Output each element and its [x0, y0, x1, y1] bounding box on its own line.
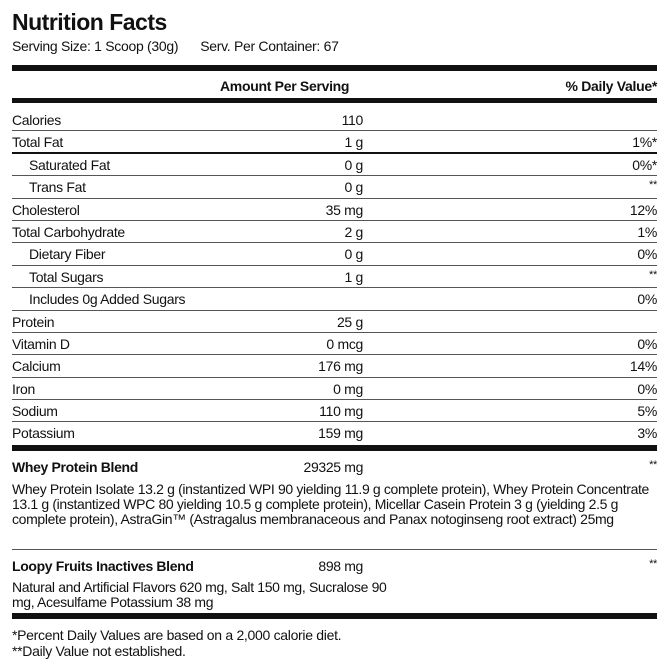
nutrient-name: Iron: [12, 380, 35, 397]
nutrient-daily-value: 1%: [637, 223, 657, 240]
serving-size: Serving Size: 1 Scoop (30g): [12, 38, 179, 54]
label-title: Nutrition Facts: [12, 9, 167, 35]
nutrient-amount: 110: [341, 112, 364, 128]
nutrient-row: Saturated Fat 0 g 0%*: [12, 154, 657, 177]
thick-divider: [12, 613, 657, 619]
daily-value-header: % Daily Value*: [565, 78, 657, 94]
nutrient-row: Total Fat 1 g 1%*: [12, 131, 657, 154]
nutrient-amount: 0 g: [344, 179, 363, 196]
nutrient-name: Saturated Fat: [29, 156, 110, 173]
nutrient-row: Includes 0g Added Sugars 0%: [12, 288, 657, 311]
blend-name: Whey Protein Blend: [12, 459, 138, 475]
nutrient-amount: 159 mg: [318, 425, 363, 442]
nutrient-amount: 25 g: [336, 313, 363, 330]
nutrient-daily-value: 0%: [637, 246, 657, 263]
nutrient-name: Potassium: [12, 425, 75, 442]
nutrient-amount: 110 mg: [319, 403, 363, 420]
nutrient-name: Total Sugars: [29, 268, 104, 285]
thick-divider: [12, 98, 657, 103]
nutrient-row: Sodium 110 mg 5%: [12, 400, 657, 423]
blend-description: Natural and Artificial Flavors 620 mg, S…: [12, 579, 387, 610]
servings-per-container: Serv. Per Container: 67: [200, 38, 339, 54]
nutrient-row: Vitamin D 0 mcg 0%: [12, 333, 657, 356]
nutrient-amount: 0 mcg: [326, 335, 363, 352]
nutrient-row: Potassium 159 mg 3%: [12, 422, 657, 444]
nutrient-row: Calories 110: [12, 109, 657, 132]
nutrient-daily-value: 5%: [637, 403, 657, 420]
divider: [12, 549, 657, 550]
nutrient-name: Protein: [12, 313, 55, 330]
nutrient-name: Cholesterol: [12, 201, 80, 218]
nutrient-name: Sodium: [12, 403, 58, 420]
nutrient-table: Calories 110 Total Fat 1 g 1%* Saturated Fat 0…: [12, 109, 657, 445]
blend-description: Whey Protein Isolate 13.2 g (instantized…: [12, 481, 649, 527]
nutrient-name: Includes 0g Added Sugars: [29, 291, 186, 308]
blend-daily-value: **: [649, 558, 657, 570]
nutrient-amount: 35 mg: [325, 201, 364, 218]
blend-amount: 29325 mg: [303, 459, 364, 475]
thick-divider: [12, 65, 657, 71]
nutrient-daily-value: 0%: [637, 335, 657, 352]
nutrient-name: Dietary Fiber: [29, 246, 106, 263]
nutrient-daily-value: 0%*: [632, 156, 657, 173]
blend-amount: 898 mg: [318, 558, 363, 574]
nutrient-daily-value: 1%*: [632, 134, 657, 151]
nutrient-name: Calcium: [12, 358, 61, 375]
nutrient-row: Iron 0 mg 0%: [12, 378, 657, 401]
nutrient-row: Trans Fat 0 g **: [12, 176, 657, 199]
nutrient-row: Calcium 176 mg 14%: [12, 355, 657, 378]
amount-per-serving-header: Amount Per Serving: [220, 78, 350, 94]
nutrient-amount: 0 g: [344, 246, 363, 263]
nutrient-amount: 1 g: [344, 134, 363, 151]
nutrient-row: Total Sugars 1 g **: [12, 266, 657, 289]
blend-name: Loopy Fruits Inactives Blend: [12, 558, 194, 574]
blend-whey-protein: Whey Protein Blend 29325 mg **: [12, 459, 657, 475]
nutrient-row: Total Carbohydrate 2 g 1%: [12, 221, 657, 244]
nutrient-row: Protein 25 g: [12, 311, 657, 333]
nutrient-name: Trans Fat: [29, 179, 86, 196]
nutrient-amount: 176 mg: [318, 358, 363, 375]
nutrient-daily-value: 3%: [637, 425, 657, 442]
footnote-not-established: **Daily Value not established.: [12, 643, 186, 659]
nutrient-name: Total Fat: [12, 134, 63, 151]
blend-loopy-fruits: Loopy Fruits Inactives Blend 898 mg **: [12, 558, 657, 574]
blend-daily-value: **: [649, 459, 657, 471]
nutrient-daily-value: 0%: [637, 291, 657, 308]
nutrient-daily-value: **: [649, 179, 657, 192]
nutrient-amount: 0 g: [344, 156, 363, 173]
nutrient-name: Vitamin D: [12, 335, 70, 352]
nutrient-daily-value: **: [649, 268, 657, 281]
nutrient-row: Cholesterol 35 mg 12%: [12, 199, 657, 221]
nutrient-amount: 0 mg: [333, 380, 363, 397]
serving-info: Serving Size: 1 Scoop (30g) Serv. Per Con…: [12, 38, 361, 54]
nutrient-daily-value: 12%: [629, 201, 657, 218]
nutrient-row: Dietary Fiber 0 g 0%: [12, 243, 657, 266]
footnote-daily-values: *Percent Daily Values are based on a 2,0…: [12, 627, 342, 643]
nutrient-daily-value: 0%: [637, 380, 657, 397]
nutrient-daily-value: 14%: [629, 358, 657, 375]
nutrient-name: Calories: [12, 112, 61, 128]
nutrient-name: Total Carbohydrate: [12, 223, 125, 240]
nutrient-amount: 1 g: [344, 268, 363, 285]
nutrient-amount: 2 g: [344, 223, 363, 240]
thick-divider: [12, 445, 657, 451]
